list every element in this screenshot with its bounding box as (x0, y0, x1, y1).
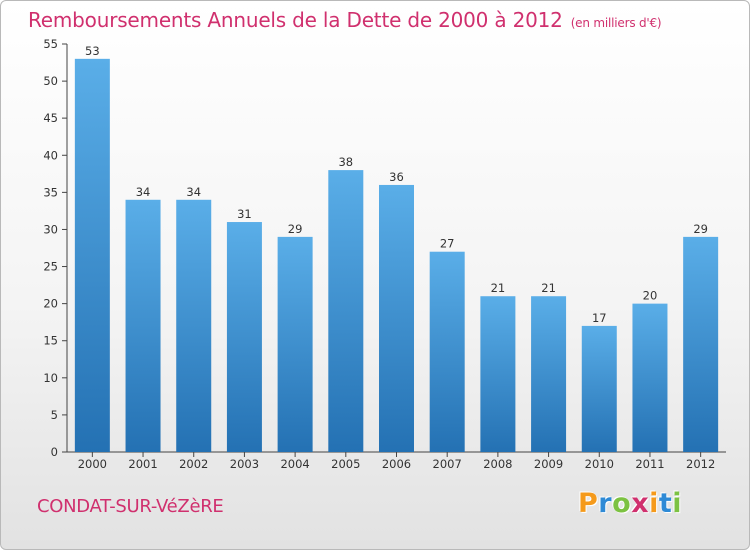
chart-title-text: Remboursements Annuels de la Dette de 20… (28, 8, 563, 32)
y-tick-label: 20 (43, 297, 58, 311)
y-tick-label: 45 (43, 111, 58, 125)
y-tick-label: 55 (43, 37, 58, 51)
bar-2012 (683, 236, 719, 452)
bar-value-label: 17 (592, 311, 607, 325)
y-tick-label: 35 (43, 185, 58, 199)
chart-subtitle: (en milliers d'€) (570, 16, 662, 30)
bar-2011 (632, 303, 668, 452)
bar-value-label: 31 (237, 207, 252, 221)
bar-2006 (379, 184, 414, 453)
x-tick-label: 2003 (230, 457, 259, 471)
x-tick-label: 2002 (179, 457, 208, 471)
bar-value-label: 20 (643, 289, 658, 303)
bar-value-label: 27 (440, 237, 455, 251)
bar-value-label: 21 (491, 281, 506, 295)
x-tick-label: 2004 (280, 457, 309, 471)
y-tick-label: 30 (43, 222, 58, 236)
x-tick-label: 2010 (585, 457, 614, 471)
bar-2008 (480, 296, 516, 452)
x-tick-label: 2009 (534, 457, 563, 471)
bar-2005 (328, 170, 364, 453)
x-tick-label: 2007 (433, 457, 462, 471)
brand-letter: P (578, 488, 599, 519)
bar-value-label: 34 (136, 185, 151, 199)
chart-title: Remboursements Annuels de la Dette de 20… (28, 8, 662, 32)
bar-value-label: 34 (186, 185, 201, 199)
y-tick-label: 25 (43, 260, 58, 274)
y-tick-label: 0 (51, 445, 58, 459)
x-tick-label: 2011 (635, 457, 664, 471)
bar-2010 (581, 325, 617, 452)
x-tick-label: 2000 (78, 457, 107, 471)
bar-value-label: 29 (288, 222, 303, 236)
brand-letter: i (649, 488, 659, 519)
bar-2009 (531, 296, 567, 452)
bar-value-label: 21 (541, 281, 556, 295)
brand-letter: t (658, 488, 673, 519)
bar-value-label: 29 (693, 222, 708, 236)
bar-value-label: 38 (338, 155, 353, 169)
bar-2004 (277, 236, 313, 452)
bar-2003 (226, 222, 262, 452)
y-tick-label: 5 (51, 408, 58, 422)
proxiti-logo[interactable]: Proxiti (578, 488, 682, 519)
bar-2001 (125, 199, 161, 452)
brand-letter: i (672, 488, 683, 519)
bar-2002 (176, 199, 212, 452)
x-tick-label: 2005 (331, 457, 360, 471)
y-tick-label: 10 (43, 371, 58, 385)
commune-name: CONDAT-SUR-VéZèRE (37, 496, 224, 517)
brand-letter: o (612, 488, 632, 519)
brand-letter: r (598, 488, 613, 519)
y-tick-label: 50 (43, 74, 58, 88)
x-tick-label: 2006 (382, 457, 411, 471)
x-tick-label: 2001 (128, 457, 157, 471)
y-tick-label: 40 (43, 148, 58, 162)
bar-value-label: 53 (85, 44, 100, 58)
brand-letter: x (631, 488, 650, 519)
x-tick-label: 2008 (483, 457, 512, 471)
bar-value-label: 36 (389, 170, 404, 184)
x-tick-label: 2012 (686, 457, 715, 471)
bar-2000 (74, 58, 110, 452)
y-tick-label: 15 (43, 334, 58, 348)
bar-2007 (429, 251, 465, 452)
